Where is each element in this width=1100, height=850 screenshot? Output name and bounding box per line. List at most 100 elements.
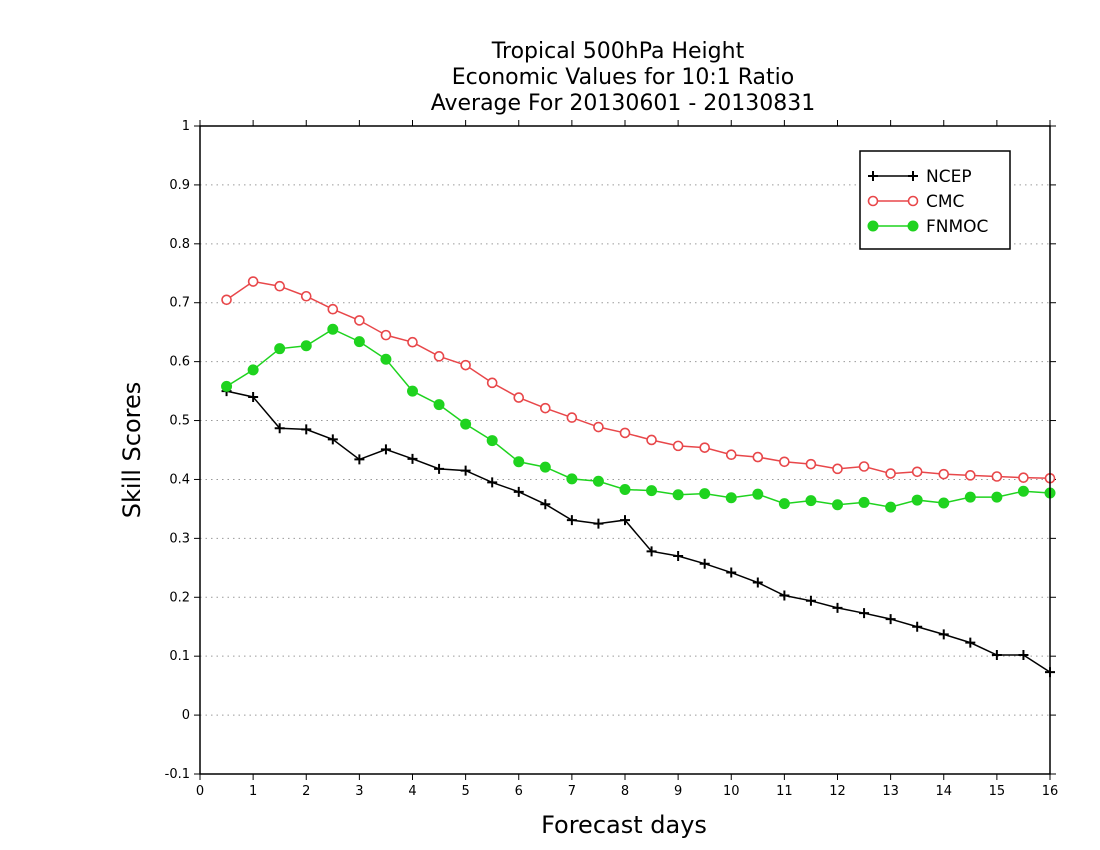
data-point-fnmoc [539, 461, 551, 473]
data-point-fnmoc [646, 485, 658, 497]
data-point-cmc [699, 442, 710, 453]
data-point-fnmoc [407, 385, 418, 397]
x-tick-label: 8 [621, 784, 629, 799]
data-point-ncep [248, 391, 259, 402]
data-point-ncep [991, 650, 1002, 661]
legend-item-fnmoc: FNMOC [867, 217, 988, 237]
y-tick-label: 0.6 [169, 355, 190, 370]
data-point-cmc [274, 280, 285, 292]
data-point-cmc [460, 359, 471, 371]
data-point-ncep [620, 515, 630, 526]
data-point-fnmoc [991, 491, 1003, 503]
data-point-fnmoc [274, 343, 286, 355]
data-point-fnmoc [858, 496, 870, 508]
y-tick-label: 0.7 [169, 296, 190, 311]
legend-box [859, 150, 1011, 250]
x-tick-label: 13 [882, 784, 899, 799]
data-point-fnmoc [1017, 485, 1029, 497]
data-point-cmc [858, 461, 870, 472]
series-cmc [221, 276, 1056, 484]
data-point-ncep [673, 551, 684, 562]
data-point-ncep [885, 614, 896, 625]
x-tick-label: 1 [249, 784, 257, 799]
y-axis-title: Skill Scores [118, 382, 146, 519]
y-tick-label: 0.4 [169, 472, 190, 487]
data-point-cmc [486, 377, 498, 389]
x-axis-title: Forecast days [541, 811, 707, 839]
data-point-cmc [566, 412, 578, 423]
data-point-cmc [540, 402, 551, 414]
legend-label-cmc: CMC [926, 192, 964, 212]
legend-label-fnmoc: FNMOC [926, 217, 988, 237]
data-point-cmc [433, 351, 445, 362]
series-line-cmc [226, 280, 1051, 480]
data-point-ncep [832, 602, 843, 613]
x-tick-label: 14 [935, 784, 952, 799]
data-point-cmc [965, 470, 976, 481]
x-tick-label: 10 [723, 784, 740, 799]
chart-title-line-3: Average For 20130601 - 20130831 [431, 91, 816, 116]
y-tick-label: 0.8 [169, 237, 190, 252]
x-tick-label: 0 [196, 784, 204, 799]
data-point-ncep [805, 595, 816, 606]
y-tick-label: 0.1 [169, 649, 190, 664]
data-point-cmc [672, 440, 684, 452]
chart-title-line-1: Tropical 500hPa Height [491, 39, 745, 64]
x-tick-label: 12 [829, 784, 846, 799]
data-point-cmc [725, 449, 737, 461]
data-point-fnmoc [221, 380, 233, 392]
data-point-fnmoc [699, 488, 711, 500]
y-tick-label: 1 [182, 119, 190, 134]
data-point-fnmoc [619, 483, 631, 495]
data-point-fnmoc [433, 399, 445, 411]
data-point-ncep [301, 424, 312, 435]
legend-item-cmc: CMC [867, 192, 964, 212]
y-tick-label: -0.1 [165, 767, 190, 782]
data-point-ncep [646, 546, 657, 557]
data-point-ncep [912, 621, 923, 632]
data-point-cmc [407, 336, 418, 348]
data-point-cmc [380, 329, 392, 341]
legend-marker-ncep [868, 171, 878, 181]
plot-area-frame [199, 125, 1051, 775]
data-point-ncep [460, 465, 471, 476]
data-point-cmc [832, 463, 843, 475]
data-point-fnmoc [353, 336, 365, 348]
data-point-cmc [300, 290, 312, 302]
x-tick-label: 2 [302, 784, 310, 799]
data-point-cmc [991, 471, 1003, 482]
data-point-fnmoc [911, 494, 923, 506]
data-point-ncep [434, 463, 445, 474]
data-point-cmc [247, 276, 259, 287]
data-point-cmc [1018, 472, 1029, 483]
legend-marker-ncep [908, 171, 918, 181]
data-point-cmc [221, 294, 232, 306]
x-tick-label: 15 [989, 784, 1006, 799]
data-point-cmc [752, 451, 764, 463]
x-tick-label: 9 [674, 784, 682, 799]
data-point-cmc [779, 456, 790, 468]
data-point-ncep [380, 444, 391, 455]
data-point-ncep [859, 608, 870, 619]
data-point-ncep [752, 577, 763, 588]
data-point-ncep [699, 558, 710, 569]
data-point-ncep [965, 637, 976, 648]
data-point-cmc [911, 466, 923, 478]
data-point-ncep [726, 567, 737, 578]
data-point-fnmoc [300, 340, 312, 352]
data-point-ncep [327, 434, 338, 445]
data-point-cmc [885, 468, 896, 479]
grid-lines [200, 184, 1050, 716]
series-line-ncep [226, 390, 1051, 673]
x-tick-label: 7 [568, 784, 576, 799]
data-point-ncep [1018, 650, 1029, 661]
x-tick-label: 5 [461, 784, 469, 799]
data-point-ncep [540, 499, 551, 510]
data-point-fnmoc [938, 497, 950, 509]
data-point-ncep [407, 453, 418, 464]
legend: NCEP CMC FNMOC [859, 150, 1011, 250]
chart-title-line-2: Economic Values for 10:1 Ratio [452, 65, 794, 90]
data-point-cmc [593, 421, 604, 433]
data-point-fnmoc [513, 456, 525, 468]
